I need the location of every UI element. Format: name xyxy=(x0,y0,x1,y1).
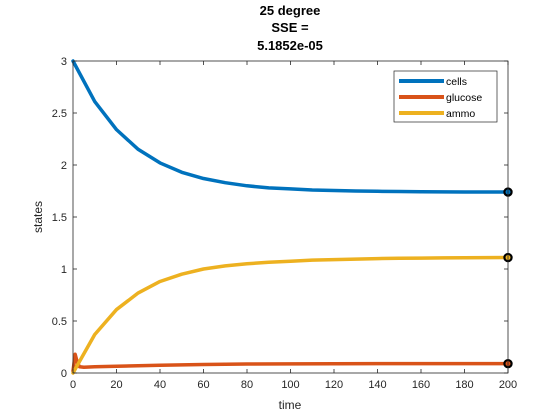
y-axis-ticks: 0 0.5 1 1.5 2 2.5 3 xyxy=(52,56,508,380)
x-tick-label: 0 xyxy=(70,379,76,391)
x-tick-label: 180 xyxy=(455,379,473,391)
x-tick-label: 100 xyxy=(281,379,299,391)
x-tick-label: 40 xyxy=(154,379,166,391)
legend-label-cells: cells xyxy=(446,76,467,88)
chart-title: 25 degree SSE = 5.1852e-05 xyxy=(257,3,323,53)
y-tick-label: 2 xyxy=(61,160,67,172)
title-line-2: SSE = xyxy=(271,20,309,35)
series-layer xyxy=(71,59,510,375)
legend-label-glucose: glucose xyxy=(446,92,482,104)
y-tick-label: 1 xyxy=(61,264,67,276)
x-tick-label: 140 xyxy=(368,379,386,391)
x-tick-label: 80 xyxy=(241,379,253,391)
y-tick-label: 3 xyxy=(61,56,67,68)
series-line-ammo xyxy=(71,255,510,375)
series-line-cells xyxy=(71,59,510,194)
x-tick-label: 60 xyxy=(197,379,209,391)
y-tick-label: 2.5 xyxy=(52,108,67,120)
x-tick-label: 160 xyxy=(412,379,430,391)
title-line-1: 25 degree xyxy=(260,3,321,18)
y-axis-label: states xyxy=(31,201,45,233)
y-tick-label: 0.5 xyxy=(52,316,67,328)
legend-label-ammo: ammo xyxy=(446,108,475,120)
x-axis-label: time xyxy=(279,398,302,412)
y-tick-label: 0 xyxy=(61,368,67,380)
x-tick-label: 200 xyxy=(499,379,517,391)
legend: cells glucose ammo xyxy=(393,70,498,123)
x-axis-ticks: 0 20 40 60 80 100 120 140 160 180 200 xyxy=(70,61,517,391)
y-tick-label: 1.5 xyxy=(52,212,67,224)
x-tick-label: 20 xyxy=(110,379,122,391)
title-line-3: 5.1852e-05 xyxy=(257,38,323,53)
x-tick-label: 120 xyxy=(325,379,343,391)
